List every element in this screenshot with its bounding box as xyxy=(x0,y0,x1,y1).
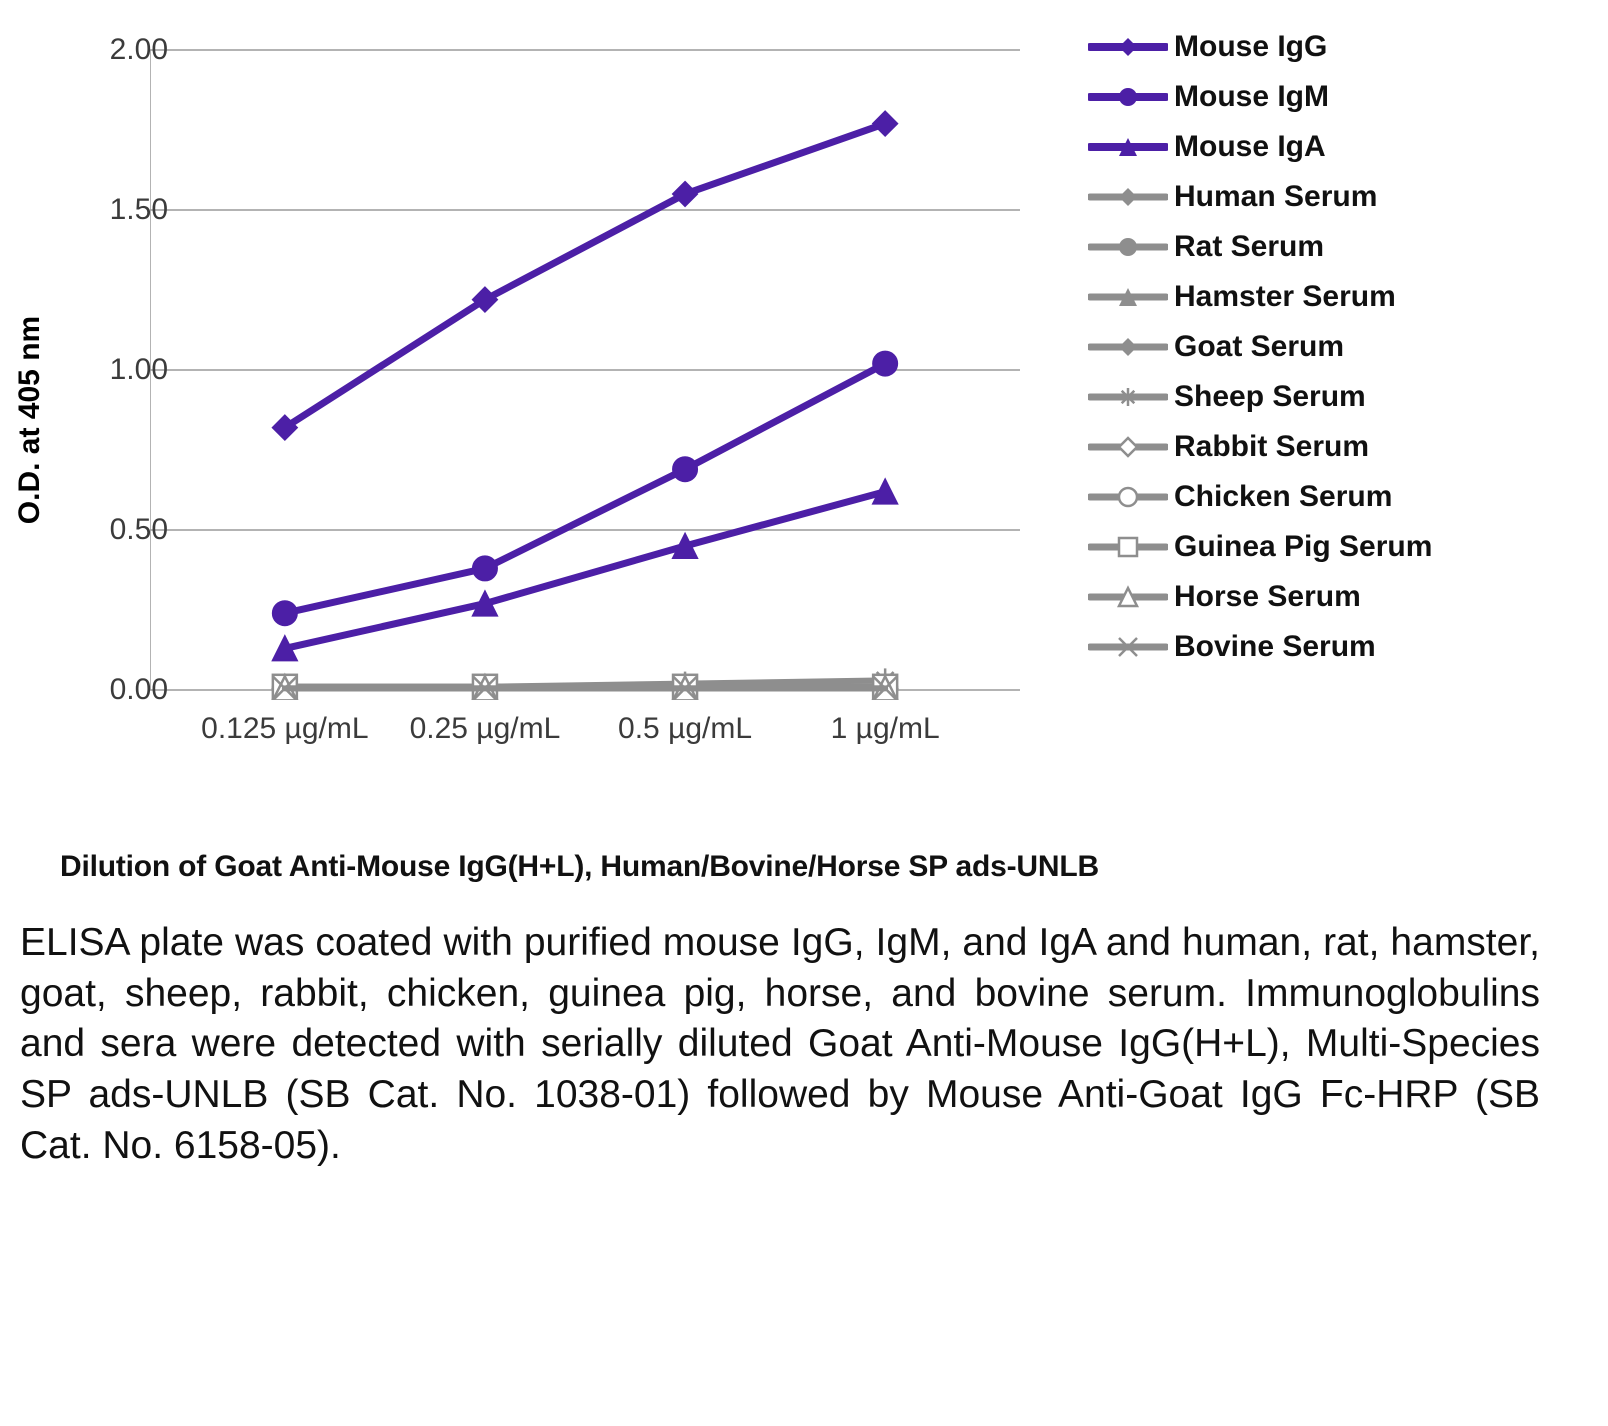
legend-item: Guinea Pig Serum xyxy=(1088,530,1432,564)
legend-item: Rat Serum xyxy=(1088,230,1432,264)
y-tick-label: 2.00 xyxy=(110,33,168,67)
legend-label: Rabbit Serum xyxy=(1174,430,1369,464)
y-tick-label: 0.50 xyxy=(110,513,168,547)
legend-item: Mouse IgG xyxy=(1088,30,1432,64)
legend-swatch-icon xyxy=(1088,485,1168,509)
legend-item: Horse Serum xyxy=(1088,580,1432,614)
legend-label: Guinea Pig Serum xyxy=(1174,530,1432,564)
figure-container: O.D. at 405 nm 0.000.501.001.502.00 0.12… xyxy=(20,20,1588,1171)
legend-swatch-icon xyxy=(1088,535,1168,559)
y-tick-label: 1.50 xyxy=(110,193,168,227)
legend-item: Mouse IgM xyxy=(1088,80,1432,114)
legend-label: Bovine Serum xyxy=(1174,630,1376,664)
legend-label: Mouse IgG xyxy=(1174,30,1327,64)
legend-item: Bovine Serum xyxy=(1088,630,1432,664)
legend-swatch-icon xyxy=(1088,335,1168,359)
legend-swatch-icon xyxy=(1088,35,1168,59)
y-tick-label: 0.00 xyxy=(110,673,168,707)
legend-label: Rat Serum xyxy=(1174,230,1324,264)
legend-swatch-icon xyxy=(1088,235,1168,259)
x-tick-label: 1 µg/mL xyxy=(831,712,940,746)
legend-item: Rabbit Serum xyxy=(1088,430,1432,464)
legend-swatch-icon xyxy=(1088,635,1168,659)
legend-swatch-icon xyxy=(1088,285,1168,309)
y-tick-label: 1.00 xyxy=(110,353,168,387)
x-tick-label: 0.25 µg/mL xyxy=(410,712,561,746)
legend-item: Sheep Serum xyxy=(1088,380,1432,414)
legend-swatch-icon xyxy=(1088,135,1168,159)
legend-label: Goat Serum xyxy=(1174,330,1344,364)
legend-label: Human Serum xyxy=(1174,180,1377,214)
legend-label: Mouse IgM xyxy=(1174,80,1329,114)
chart-wrap: O.D. at 405 nm 0.000.501.001.502.00 0.12… xyxy=(20,20,1080,820)
chart-legend: Mouse IgG Mouse IgM Mouse IgA Human Serum Ra… xyxy=(1088,20,1432,680)
legend-item: Human Serum xyxy=(1088,180,1432,214)
legend-label: Chicken Serum xyxy=(1174,480,1392,514)
legend-item: Chicken Serum xyxy=(1088,480,1432,514)
legend-label: Horse Serum xyxy=(1174,580,1361,614)
legend-item: Goat Serum xyxy=(1088,330,1432,364)
x-tick-label: 0.125 µg/mL xyxy=(201,712,368,746)
x-axis-title: Dilution of Goat Anti-Mouse IgG(H+L), Hu… xyxy=(60,850,1588,884)
legend-swatch-icon xyxy=(1088,585,1168,609)
y-axis-label: O.D. at 405 nm xyxy=(13,316,47,524)
chart-svg xyxy=(150,40,1050,700)
legend-swatch-icon xyxy=(1088,85,1168,109)
legend-item: Hamster Serum xyxy=(1088,280,1432,314)
chart-plot xyxy=(150,40,1050,700)
chart-area: O.D. at 405 nm 0.000.501.001.502.00 0.12… xyxy=(20,20,1588,820)
x-tick-label: 0.5 µg/mL xyxy=(618,712,752,746)
legend-swatch-icon xyxy=(1088,185,1168,209)
legend-label: Sheep Serum xyxy=(1174,380,1366,414)
legend-label: Hamster Serum xyxy=(1174,280,1396,314)
legend-swatch-icon xyxy=(1088,435,1168,459)
legend-swatch-icon xyxy=(1088,385,1168,409)
figure-description: ELISA plate was coated with purified mou… xyxy=(20,918,1540,1171)
legend-item: Mouse IgA xyxy=(1088,130,1432,164)
legend-label: Mouse IgA xyxy=(1174,130,1326,164)
